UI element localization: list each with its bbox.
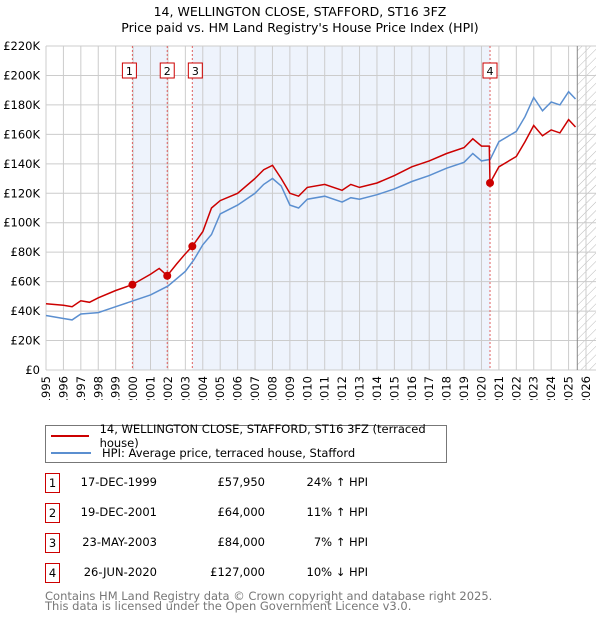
y-tick-label: £40K <box>11 304 41 318</box>
sale-number: 3 <box>45 533 60 553</box>
sale-hpi-diff: 11% ↑ HPI <box>306 505 368 519</box>
sale-label-number: 4 <box>487 65 494 78</box>
x-tick-label: 2024 <box>544 376 558 400</box>
hatched-future-area <box>577 46 596 370</box>
sale-point <box>486 178 495 187</box>
x-tick-label: 2009 <box>283 376 297 400</box>
sale-price: £57,950 <box>217 475 265 489</box>
y-tick-label: £140K <box>3 157 40 171</box>
y-tick-label: £20K <box>11 334 41 348</box>
blue-line-swatch <box>51 452 91 454</box>
x-tick-label: 1997 <box>74 376 88 400</box>
chart-title: 14, WELLINGTON CLOSE, STAFFORD, ST16 3FZ <box>153 4 447 19</box>
x-tick-label: 2002 <box>161 376 175 400</box>
y-tick-label: £160K <box>3 127 40 141</box>
x-tick-label: 2007 <box>248 376 262 400</box>
sale-label-number: 2 <box>164 65 171 78</box>
y-tick-label: £220K <box>3 39 40 53</box>
x-tick-label: 2021 <box>492 376 506 400</box>
y-tick-label: £120K <box>3 186 40 200</box>
sale-label-box <box>482 62 498 79</box>
x-tick-label: 2004 <box>196 376 210 400</box>
sale-label-number: 1 <box>126 65 133 78</box>
x-tick-label: 2011 <box>318 376 332 400</box>
x-tick-label: 2008 <box>265 376 279 400</box>
x-tick-label: 2010 <box>300 376 314 400</box>
series-line <box>45 90 577 321</box>
y-tick-label: £100K <box>3 216 40 230</box>
x-tick-label: 1996 <box>56 376 70 400</box>
x-tick-label: 2003 <box>178 376 192 400</box>
x-tick-label: 2015 <box>387 376 401 400</box>
sale-hpi-diff: 10% ↓ HPI <box>306 565 368 579</box>
sale-number: 4 <box>45 563 60 583</box>
x-tick-label: 1995 <box>39 376 53 400</box>
price-chart: 1995 1996 1997 1998 1999 2000 2001 2002 2003 2004… <box>3 39 596 400</box>
y-tick-label: £60K <box>11 275 41 289</box>
shaded-period <box>192 46 491 370</box>
legend-label: HPI: Average price, terraced house, Staf… <box>102 446 356 460</box>
footer-copyright: Contains HM Land Registry data © Crown c… <box>45 589 493 603</box>
x-tick-label: 2000 <box>126 376 140 400</box>
footer-licence: This data is licensed under the Open Gov… <box>45 599 412 613</box>
y-tick-label: £80K <box>11 245 41 259</box>
x-tick-label: 2018 <box>440 376 454 400</box>
x-tick-label: 2006 <box>231 376 245 400</box>
sale-label-number: 3 <box>192 65 199 78</box>
red-line-swatch <box>51 435 89 437</box>
legend-item-hpi: HPI: Average price, terraced house, Staf… <box>51 445 355 461</box>
sale-hpi-diff: 7% ↑ HPI <box>313 535 368 549</box>
sale-point <box>128 280 137 289</box>
series-line <box>45 118 577 308</box>
sale-date: 26-JUN-2020 <box>83 565 157 579</box>
y-tick-label: £0 <box>25 363 40 377</box>
sale-date: 23-MAY-2003 <box>82 535 157 549</box>
sale-label-box <box>159 62 175 79</box>
sale-number: 1 <box>45 473 60 493</box>
sale-label-box <box>187 62 203 79</box>
sale-number: 2 <box>45 503 60 523</box>
chart-subtitle: Price paid vs. HM Land Registry's House … <box>121 20 479 35</box>
sale-price: £64,000 <box>217 505 265 519</box>
legend: 14, WELLINGTON CLOSE, STAFFORD, ST16 3FZ… <box>45 422 447 463</box>
x-tick-label: 2001 <box>144 376 158 400</box>
sale-date: 19-DEC-2001 <box>80 505 157 519</box>
x-tick-label: 1999 <box>109 376 123 400</box>
x-tick-label: 2017 <box>422 376 436 400</box>
sale-price: £127,000 <box>210 565 265 579</box>
x-tick-label: 2025 <box>562 376 576 400</box>
x-tick-label: 2022 <box>509 376 523 400</box>
x-tick-label: 2019 <box>457 376 471 400</box>
x-tick-label: 2023 <box>527 376 541 400</box>
y-tick-label: £200K <box>3 68 40 82</box>
sale-point <box>188 242 197 251</box>
y-tick-label: £180K <box>3 98 40 112</box>
x-tick-label: 2005 <box>213 376 227 400</box>
sale-hpi-diff: 24% ↑ HPI <box>306 475 368 489</box>
x-tick-label: 2012 <box>335 376 349 400</box>
x-tick-label: 2016 <box>405 376 419 400</box>
shaded-period <box>132 46 168 370</box>
sale-date: 17-DEC-1999 <box>80 475 157 489</box>
x-tick-label: 2026 <box>579 376 593 400</box>
sale-point <box>163 271 172 280</box>
x-tick-label: 2020 <box>474 376 488 400</box>
legend-label: 14, WELLINGTON CLOSE, STAFFORD, ST16 3FZ… <box>99 422 426 450</box>
sale-label-box <box>121 62 137 79</box>
x-tick-label: 2013 <box>353 376 367 400</box>
sale-price: £84,000 <box>217 535 265 549</box>
legend-item-property: 14, WELLINGTON CLOSE, STAFFORD, ST16 3FZ… <box>51 422 446 450</box>
x-tick-label: 2014 <box>370 376 384 400</box>
x-tick-label: 1998 <box>91 376 105 400</box>
